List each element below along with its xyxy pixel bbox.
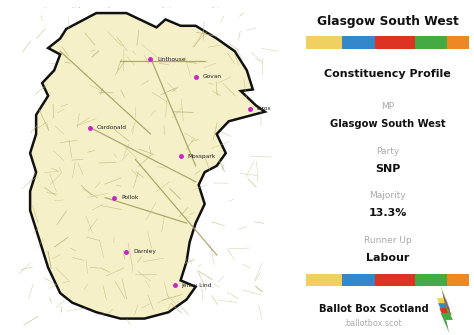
- Bar: [342, 274, 375, 286]
- Polygon shape: [439, 295, 452, 328]
- Text: Mosspark: Mosspark: [187, 154, 215, 159]
- Text: Linthouse: Linthouse: [157, 57, 186, 62]
- Bar: [375, 274, 415, 286]
- Text: Party: Party: [376, 147, 399, 156]
- Text: Jenny Lind: Jenny Lind: [181, 283, 211, 288]
- Text: Labour: Labour: [366, 253, 409, 263]
- Text: Majority: Majority: [369, 191, 406, 200]
- Text: 13.3%: 13.3%: [368, 208, 407, 218]
- Text: Constituency Profile: Constituency Profile: [324, 69, 451, 79]
- Text: Glasgow South West: Glasgow South West: [330, 119, 445, 129]
- Bar: [415, 274, 447, 286]
- Polygon shape: [441, 300, 453, 333]
- Bar: [306, 36, 342, 49]
- Bar: [306, 274, 342, 286]
- Bar: [415, 36, 447, 49]
- Bar: [375, 36, 415, 49]
- Text: Ballot Box Scotland: Ballot Box Scotland: [319, 304, 428, 314]
- Text: Pollok: Pollok: [121, 195, 138, 200]
- Polygon shape: [30, 13, 265, 319]
- Bar: [447, 36, 469, 49]
- Text: Contains Ordnance Survey data © Crown copyright and database right 2020 - Place : Contains Ordnance Survey data © Crown co…: [6, 4, 230, 8]
- Text: ballotbox.scot: ballotbox.scot: [346, 319, 402, 328]
- Text: Darnley: Darnley: [133, 249, 156, 254]
- Bar: [342, 36, 375, 49]
- Text: Ibrox: Ibrox: [256, 106, 271, 111]
- Text: SNP: SNP: [375, 164, 400, 174]
- Polygon shape: [437, 285, 449, 318]
- Text: Runner Up: Runner Up: [364, 236, 411, 245]
- Text: Govan: Govan: [202, 74, 221, 79]
- Text: Cardonald: Cardonald: [97, 125, 127, 130]
- Text: MP: MP: [381, 102, 394, 111]
- Bar: [447, 274, 469, 286]
- Polygon shape: [438, 290, 450, 323]
- Text: Glasgow South West: Glasgow South West: [317, 15, 458, 28]
